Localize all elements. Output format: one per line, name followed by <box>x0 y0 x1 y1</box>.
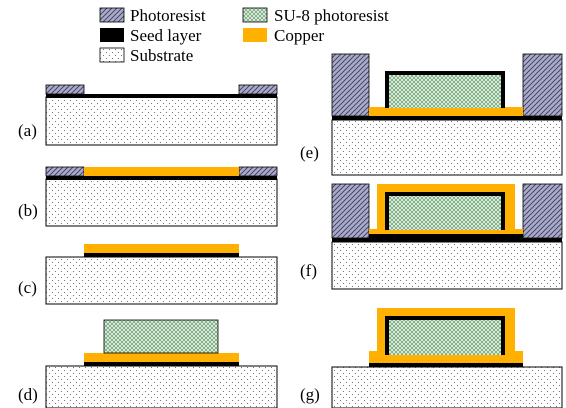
seed-layer <box>84 362 239 366</box>
copper-base <box>369 107 523 116</box>
su8-block <box>389 196 501 230</box>
photoresist-left <box>45 84 85 95</box>
copper-layer <box>84 167 239 176</box>
seed-base <box>369 234 523 238</box>
legend-copper-swatch <box>243 28 267 42</box>
step-c: (c) <box>18 244 278 305</box>
legend: Photoresist Seed layer Substrate SU-8 ph… <box>99 6 389 65</box>
photoresist-left <box>331 183 370 239</box>
substrate <box>331 241 563 290</box>
step-g-label: (g) <box>300 385 320 404</box>
step-e: (e) <box>300 53 563 176</box>
step-b: (b) <box>18 166 278 227</box>
substrate <box>331 366 563 408</box>
seed-layer <box>332 238 562 242</box>
step-a-label: (a) <box>18 121 37 140</box>
legend-photoresist-swatch <box>99 7 125 23</box>
legend-substrate-label: Substrate <box>130 46 193 65</box>
photoresist-left <box>45 166 85 177</box>
copper-layer <box>84 244 239 253</box>
legend-copper-label: Copper <box>274 26 324 45</box>
step-b-label: (b) <box>18 201 38 220</box>
substrate <box>45 178 278 227</box>
substrate <box>45 96 278 146</box>
legend-substrate-swatch <box>99 47 125 63</box>
step-d: (d) <box>18 319 278 408</box>
substrate <box>331 119 563 176</box>
photoresist-right <box>522 53 563 117</box>
su8-block <box>103 319 219 354</box>
legend-su8-swatch <box>242 7 268 23</box>
step-g: (g) <box>300 308 563 408</box>
legend-photoresist-label: Photoresist <box>130 6 206 25</box>
step-d-label: (d) <box>18 385 38 404</box>
su8-block <box>389 75 501 108</box>
seed-layer <box>84 253 239 257</box>
legend-seed-swatch <box>100 28 124 42</box>
photoresist-left <box>331 53 370 117</box>
step-f-label: (f) <box>300 261 317 280</box>
legend-seed-label: Seed layer <box>130 26 202 45</box>
substrate <box>45 256 278 305</box>
photoresist-right <box>238 84 278 95</box>
step-c-label: (c) <box>18 278 37 297</box>
su8-block <box>389 320 501 355</box>
step-e-label: (e) <box>300 143 319 162</box>
legend-su8-label: SU-8 photoresist <box>274 6 389 25</box>
seed-layer <box>46 94 277 98</box>
seed-layer <box>369 363 523 367</box>
photoresist-right <box>522 183 563 239</box>
substrate <box>45 365 278 408</box>
seed-layer <box>46 176 277 180</box>
seed-layer <box>332 116 562 120</box>
copper-layer <box>84 353 239 362</box>
photoresist-right <box>238 166 278 177</box>
step-f: (f) <box>300 183 563 290</box>
step-a: (a) <box>18 84 278 146</box>
